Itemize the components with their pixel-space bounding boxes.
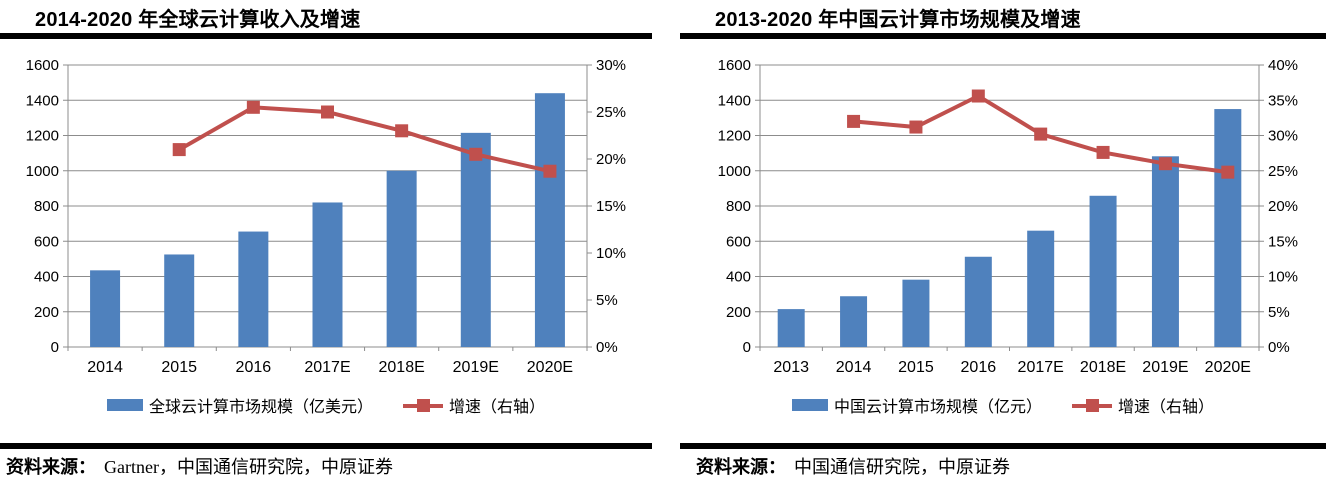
line-marker-swatch-icon xyxy=(1072,398,1112,412)
svg-text:20%: 20% xyxy=(1268,198,1298,215)
svg-text:1600: 1600 xyxy=(26,57,59,74)
legend: 全球云计算市场规模（亿美元） 增速（右轴） xyxy=(0,391,652,419)
svg-text:15%: 15% xyxy=(1268,233,1298,250)
svg-text:2015: 2015 xyxy=(898,359,934,376)
marker-square-icon xyxy=(417,398,430,412)
svg-text:2018E: 2018E xyxy=(1080,359,1126,376)
svg-text:0%: 0% xyxy=(596,339,618,356)
svg-text:2019E: 2019E xyxy=(453,359,499,376)
legend-label: 增速（右轴） xyxy=(449,399,546,416)
svg-text:20%: 20% xyxy=(596,151,626,168)
svg-text:1200: 1200 xyxy=(718,128,751,145)
svg-text:2013: 2013 xyxy=(773,359,809,376)
svg-text:15%: 15% xyxy=(596,198,626,215)
legend-item-market-size: 中国云计算市场规模（亿元） xyxy=(791,393,1042,417)
svg-text:25%: 25% xyxy=(1268,163,1298,180)
svg-text:40%: 40% xyxy=(1268,57,1298,74)
svg-text:2017E: 2017E xyxy=(304,359,350,376)
legend: 中国云计算市场规模（亿元） 增速（右轴） xyxy=(680,391,1326,419)
chart-title-china: 2013-2020 年中国云计算市场规模及增速 xyxy=(715,9,1081,31)
svg-text:5%: 5% xyxy=(596,292,618,309)
title-divider xyxy=(680,33,1326,39)
legend-label: 中国云计算市场规模（亿元） xyxy=(833,399,1042,416)
svg-text:200: 200 xyxy=(726,304,751,321)
source-line: 资料来源： 中国通信研究院，中原证券 xyxy=(696,453,1326,479)
svg-text:2015: 2015 xyxy=(161,359,197,376)
svg-text:2014: 2014 xyxy=(87,359,123,376)
svg-text:0%: 0% xyxy=(1268,339,1290,356)
svg-text:1000: 1000 xyxy=(718,163,751,180)
title-divider xyxy=(0,33,652,39)
legend-label: 全球云计算市场规模（亿美元） xyxy=(148,399,373,416)
legend-item-growth: 增速（右轴） xyxy=(403,393,545,417)
svg-text:2014: 2014 xyxy=(836,359,872,376)
svg-text:2020E: 2020E xyxy=(1205,359,1251,376)
svg-text:1200: 1200 xyxy=(26,128,59,145)
source-text: 中国通信研究院，中原证券 xyxy=(794,457,1010,477)
legend-label: 增速（右轴） xyxy=(1118,399,1215,416)
svg-text:600: 600 xyxy=(726,233,751,250)
svg-text:10%: 10% xyxy=(596,245,626,262)
svg-text:1600: 1600 xyxy=(718,57,751,74)
svg-text:2020E: 2020E xyxy=(527,359,573,376)
legend-item-growth: 增速（右轴） xyxy=(1072,393,1214,417)
svg-text:0: 0 xyxy=(743,339,751,356)
source-label: 资料来源： xyxy=(696,457,786,477)
svg-text:10%: 10% xyxy=(1268,269,1298,286)
svg-text:2016: 2016 xyxy=(236,359,272,376)
source-divider xyxy=(680,443,1326,449)
global-cloud-chart-panel: 2014-2020 年全球云计算收入及增速 0 200 400 600 800 1000 1… xyxy=(0,0,652,484)
global-cloud-combo-chart: 0 200 400 600 800 1000 1200 1400 1600 0% 5% 10% 15% 2… xyxy=(26,57,626,376)
source-divider xyxy=(0,443,652,449)
svg-text:5%: 5% xyxy=(1268,304,1290,321)
line-marker-swatch-icon xyxy=(403,398,443,412)
source-text: Gartner，中国通信研究院，中原证券 xyxy=(104,457,393,477)
svg-text:800: 800 xyxy=(726,198,751,215)
bar-swatch-icon xyxy=(106,399,143,411)
svg-text:0: 0 xyxy=(51,339,59,356)
svg-text:35%: 35% xyxy=(1268,92,1298,109)
svg-text:1000: 1000 xyxy=(26,163,59,180)
svg-text:400: 400 xyxy=(34,269,59,286)
bar-swatch-icon xyxy=(791,399,828,411)
source-line: 资料来源： Gartner，中国通信研究院，中原证券 xyxy=(6,453,652,479)
china-cloud-chart-panel: 2013-2020 年中国云计算市场规模及增速 0 200 400 600 800 100… xyxy=(680,0,1326,484)
legend-item-market-size: 全球云计算市场规模（亿美元） xyxy=(106,393,373,417)
svg-text:25%: 25% xyxy=(596,104,626,121)
marker-square-icon xyxy=(1086,398,1099,412)
svg-text:30%: 30% xyxy=(1268,128,1298,145)
source-label: 资料来源： xyxy=(6,457,96,477)
svg-text:2016: 2016 xyxy=(961,359,997,376)
svg-text:1400: 1400 xyxy=(26,92,59,109)
svg-text:200: 200 xyxy=(34,304,59,321)
svg-text:400: 400 xyxy=(726,269,751,286)
svg-text:2019E: 2019E xyxy=(1142,359,1188,376)
svg-text:800: 800 xyxy=(34,198,59,215)
svg-text:30%: 30% xyxy=(596,57,626,74)
svg-text:1400: 1400 xyxy=(718,92,751,109)
svg-text:600: 600 xyxy=(34,233,59,250)
svg-text:2017E: 2017E xyxy=(1018,359,1064,376)
chart-title-global: 2014-2020 年全球云计算收入及增速 xyxy=(35,9,361,31)
china-cloud-combo-chart: 0 200 400 600 800 1000 1200 1400 1600 0% 5% 10% 15% 2… xyxy=(718,57,1298,376)
svg-text:2018E: 2018E xyxy=(379,359,425,376)
